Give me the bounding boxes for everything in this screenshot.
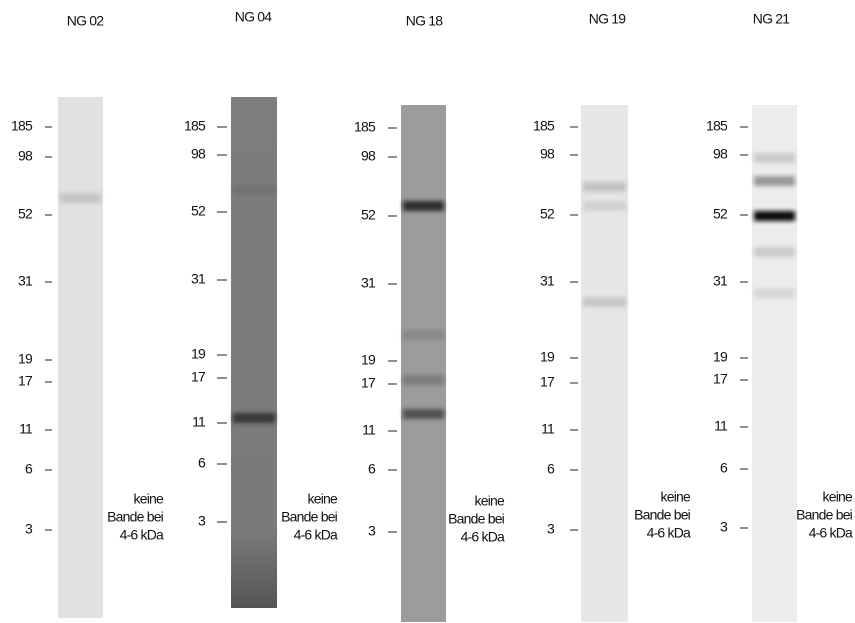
marker-label: 6	[368, 461, 376, 477]
blot-figure: NG 02 185 98 52 31 19 17 11 6 3 keine Bande bei 4-6 …	[0, 0, 855, 623]
lane-title: NG 02	[67, 13, 104, 29]
note-line: keine	[661, 489, 691, 505]
band	[403, 409, 444, 419]
band	[754, 288, 795, 298]
note-line: 4-6 kDa	[461, 529, 505, 545]
marker-label: 31	[18, 273, 33, 289]
marker-label: 98	[713, 146, 728, 162]
marker-label: 11	[192, 414, 206, 430]
marker-label: 3	[368, 523, 376, 539]
marker-label: 31	[713, 273, 728, 289]
marker-label: 6	[198, 455, 206, 471]
marker-label: 19	[18, 351, 33, 367]
band	[754, 211, 795, 221]
lane-title: NG 04	[235, 9, 272, 25]
note-line: Bande bei	[281, 509, 338, 525]
marker-label: 98	[361, 148, 376, 164]
marker-label: 6	[720, 460, 728, 476]
note-line: 4-6 kDa	[647, 525, 691, 541]
marker-label: 52	[540, 206, 555, 222]
note-line: Bande bei	[448, 511, 505, 527]
marker-label: 31	[361, 275, 376, 291]
marker-label: 185	[11, 118, 33, 134]
marker-label: 31	[540, 273, 555, 289]
marker-label: 19	[361, 352, 376, 368]
band	[754, 176, 795, 186]
note-line: keine	[475, 493, 505, 509]
marker-label: 17	[713, 371, 728, 387]
band	[403, 330, 444, 340]
marker-label: 98	[18, 148, 33, 164]
note-line: keine	[308, 491, 338, 507]
note-line: Bande bei	[107, 509, 164, 525]
band	[233, 413, 275, 423]
marker-label: 11	[362, 422, 376, 438]
lane-title: NG 18	[406, 13, 443, 29]
marker-label: 52	[191, 203, 206, 219]
marker-label: 185	[184, 118, 206, 134]
note-line: Bande bei	[796, 507, 853, 523]
band	[403, 201, 444, 211]
marker-label: 52	[713, 206, 728, 222]
marker-label: 6	[547, 461, 555, 477]
marker-label: 19	[191, 346, 206, 362]
blot-lane	[401, 105, 446, 622]
note-line: keine	[134, 491, 164, 507]
marker-label: 185	[706, 118, 728, 134]
marker-label: 6	[25, 461, 33, 477]
marker-label: 17	[540, 374, 555, 390]
blot-lane	[231, 97, 277, 608]
marker-label: 3	[720, 519, 728, 535]
marker-label: 31	[191, 271, 206, 287]
figure: NG 02 185 98 52 31 19 17 11 6 3 keine Bande bei 4-6 …	[0, 0, 855, 623]
note-line: Bande bei	[634, 507, 691, 523]
band	[583, 182, 626, 192]
lane-title: NG 19	[589, 11, 626, 27]
marker-label: 3	[25, 521, 33, 537]
band	[403, 375, 444, 385]
marker-label: 19	[713, 349, 728, 365]
marker-label: 52	[18, 206, 33, 222]
marker-label: 3	[198, 513, 206, 529]
marker-label: 185	[354, 119, 376, 135]
marker-label: 17	[361, 375, 376, 391]
marker-label: 3	[547, 521, 555, 537]
band	[60, 193, 101, 203]
blot-lane	[58, 97, 103, 618]
marker-label: 19	[540, 349, 555, 365]
band	[754, 153, 795, 163]
marker-label: 98	[191, 146, 206, 162]
note-line: 4-6 kDa	[120, 527, 164, 543]
marker-label: 185	[533, 118, 555, 134]
marker-label: 17	[191, 369, 206, 385]
band	[583, 201, 626, 211]
note-line: keine	[823, 489, 853, 505]
marker-label: 52	[361, 207, 376, 223]
marker-label: 17	[18, 373, 33, 389]
note-line: 4-6 kDa	[809, 525, 853, 541]
band	[583, 297, 626, 307]
lane-title: NG 21	[753, 11, 790, 27]
note-line: 4-6 kDa	[294, 527, 338, 543]
band	[233, 185, 275, 195]
band	[754, 247, 795, 257]
marker-label: 11	[714, 418, 728, 434]
marker-label: 98	[540, 146, 555, 162]
marker-label: 11	[541, 421, 555, 437]
marker-label: 11	[19, 421, 33, 437]
